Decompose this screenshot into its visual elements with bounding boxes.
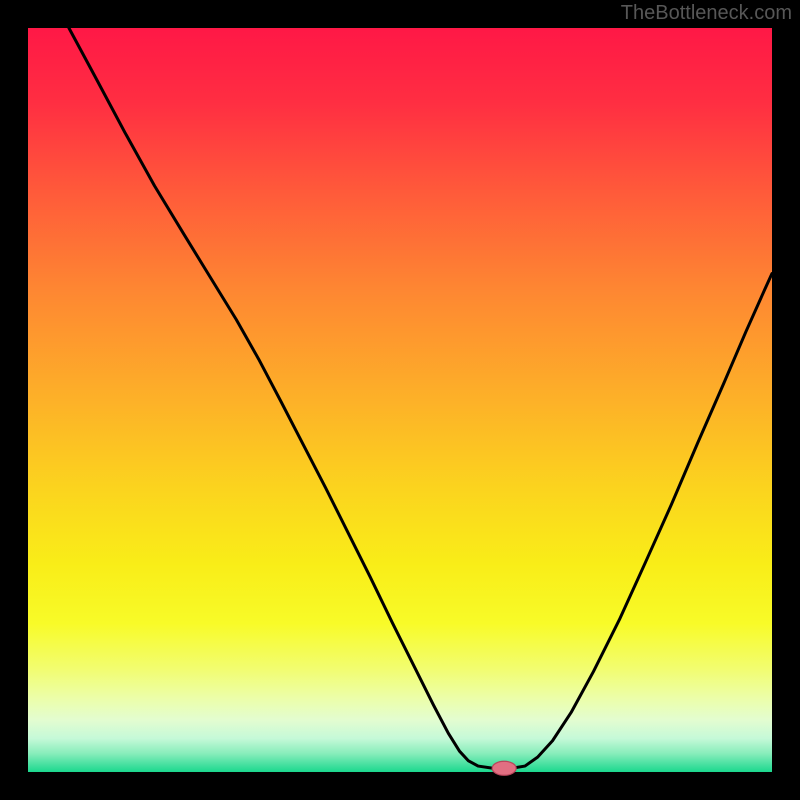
plot-background xyxy=(28,28,772,772)
bottleneck-chart xyxy=(0,0,800,800)
min-marker xyxy=(492,761,516,775)
watermark-label: TheBottleneck.com xyxy=(621,2,792,25)
